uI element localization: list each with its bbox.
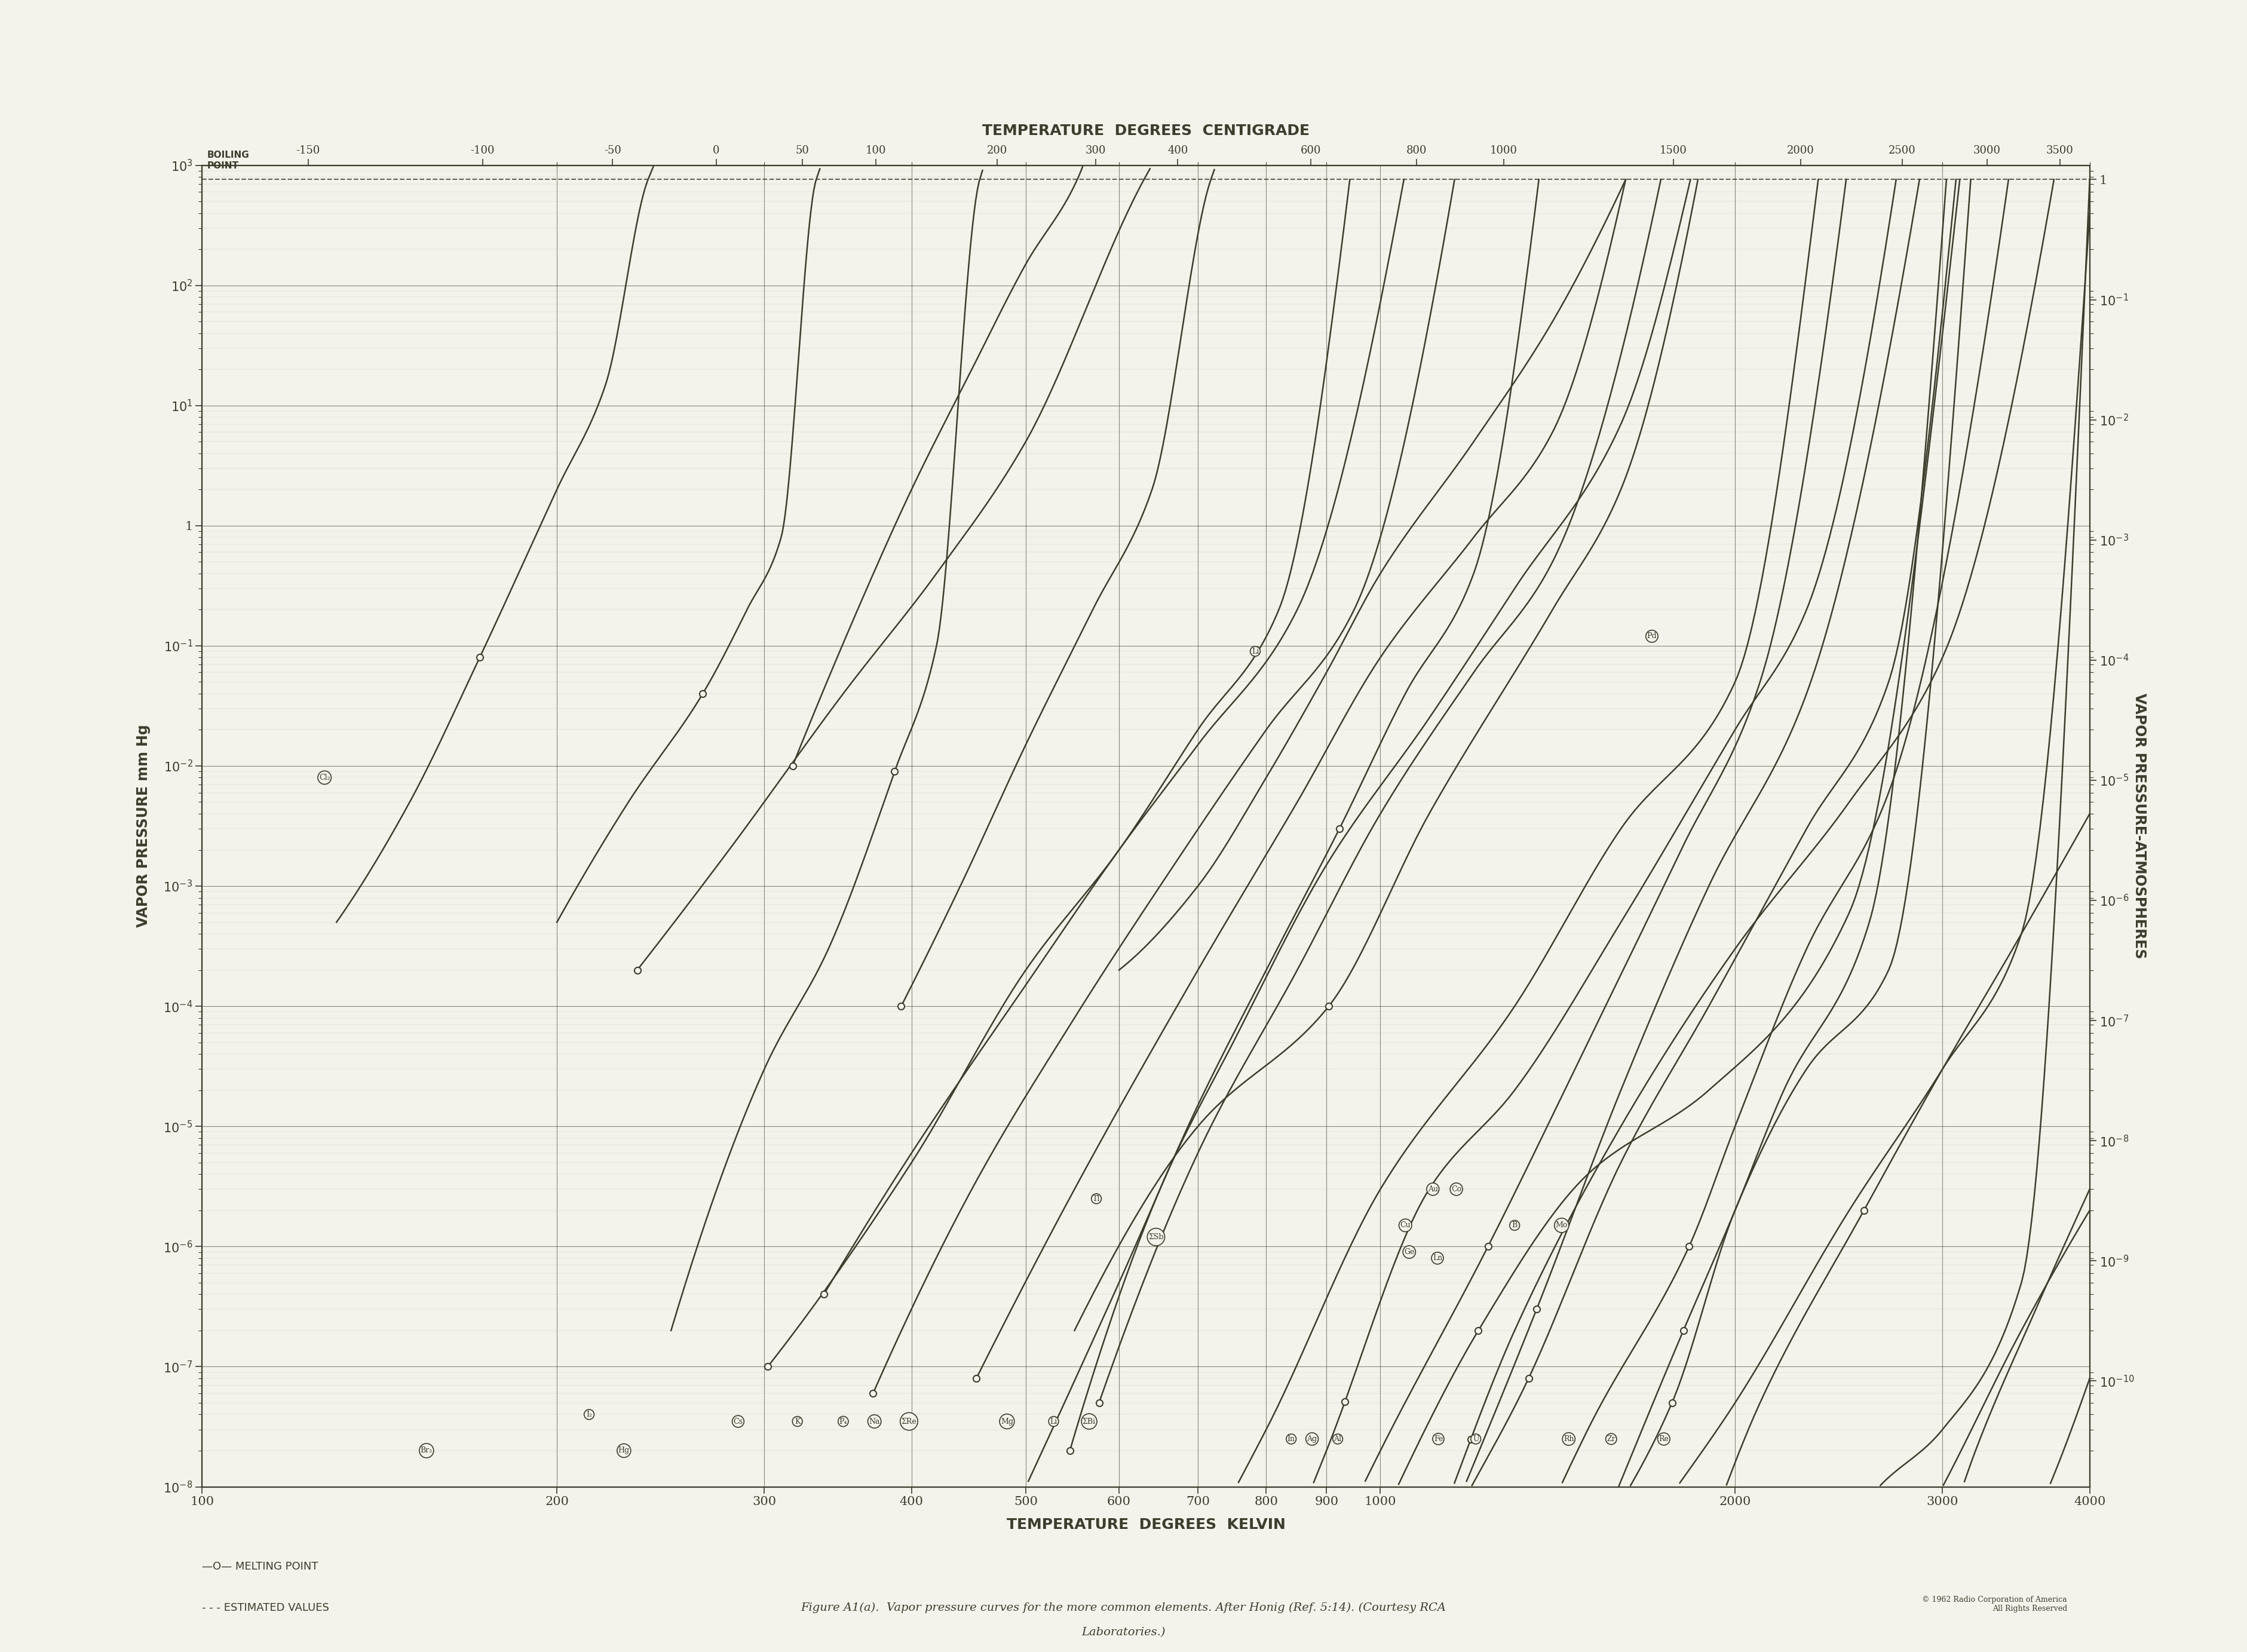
- Text: ΣBi: ΣBi: [1083, 1417, 1097, 1426]
- Text: Cs: Cs: [733, 1417, 744, 1426]
- Text: Br₂: Br₂: [420, 1447, 431, 1454]
- Text: Re: Re: [1658, 1436, 1670, 1442]
- Text: Fe: Fe: [1434, 1436, 1443, 1442]
- Text: B: B: [1512, 1221, 1517, 1229]
- Text: - - - ESTIMATED VALUES: - - - ESTIMATED VALUES: [202, 1602, 330, 1612]
- Text: Na: Na: [870, 1417, 881, 1426]
- Text: P₄: P₄: [838, 1417, 847, 1426]
- Text: Li: Li: [1252, 648, 1258, 656]
- Text: Au: Au: [1427, 1184, 1438, 1193]
- Y-axis label: VAPOR PRESSURE mm Hg: VAPOR PRESSURE mm Hg: [137, 725, 151, 927]
- Text: Al: Al: [1335, 1436, 1341, 1442]
- Text: © 1962 Radio Corporation of America
All Rights Reserved: © 1962 Radio Corporation of America All …: [1921, 1596, 2067, 1612]
- Text: —O— MELTING POINT: —O— MELTING POINT: [202, 1561, 319, 1571]
- Text: Ge: Ge: [1404, 1249, 1413, 1256]
- Text: Tl: Tl: [1092, 1194, 1101, 1203]
- Text: Cu: Cu: [1400, 1221, 1411, 1229]
- Text: ΣSb: ΣSb: [1148, 1232, 1164, 1241]
- Text: U: U: [1472, 1436, 1479, 1442]
- Text: Rh: Rh: [1564, 1436, 1573, 1442]
- Text: Hg: Hg: [618, 1447, 629, 1454]
- Text: Co: Co: [1452, 1184, 1461, 1193]
- Text: BOILING
POINT: BOILING POINT: [207, 150, 249, 170]
- Text: I₂: I₂: [586, 1411, 593, 1419]
- Text: Zr: Zr: [1607, 1436, 1616, 1442]
- Text: Pd: Pd: [1647, 633, 1656, 641]
- Y-axis label: VAPOR PRESSURE-ATMOSPHERES: VAPOR PRESSURE-ATMOSPHERES: [2132, 694, 2146, 958]
- Text: Mg: Mg: [1000, 1417, 1013, 1426]
- Text: Ln: Ln: [1434, 1254, 1443, 1262]
- Text: Figure A1(a).  Vapor pressure curves for the more common elements. After Honig (: Figure A1(a). Vapor pressure curves for …: [800, 1602, 1447, 1612]
- Text: ΣRe: ΣRe: [901, 1417, 917, 1426]
- X-axis label: TEMPERATURE  DEGREES  KELVIN: TEMPERATURE DEGREES KELVIN: [1007, 1518, 1285, 1531]
- Text: Ag: Ag: [1308, 1436, 1317, 1442]
- Text: In: In: [1288, 1436, 1294, 1442]
- Text: Laboratories.): Laboratories.): [1081, 1627, 1166, 1637]
- Text: Mo: Mo: [1555, 1221, 1568, 1229]
- Text: Li: Li: [1049, 1417, 1058, 1426]
- X-axis label: TEMPERATURE  DEGREES  CENTIGRADE: TEMPERATURE DEGREES CENTIGRADE: [982, 124, 1310, 137]
- Text: K: K: [795, 1417, 800, 1426]
- Text: Cl₂: Cl₂: [319, 773, 330, 781]
